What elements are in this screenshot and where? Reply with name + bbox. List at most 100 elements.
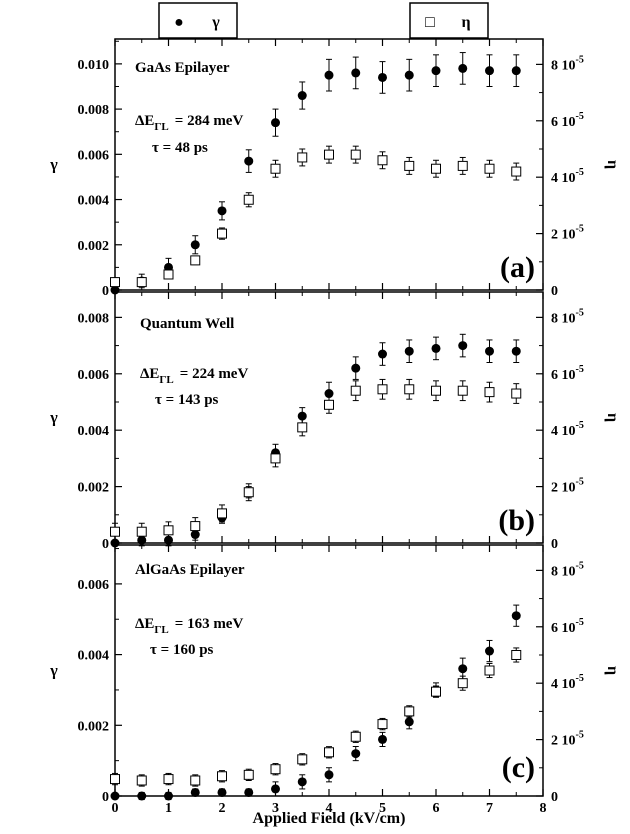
panel-c-point-gamma <box>217 787 227 797</box>
panel-a-ytick-label-right: 0 <box>551 284 558 299</box>
panel-c-point-eta <box>484 665 495 676</box>
panel-a-delta: ΔEΓL = 284 meV <box>135 113 243 133</box>
panel-a-ytick-label-left: 0.006 <box>78 148 110 163</box>
panel-a-tau: τ = 48 ps <box>152 140 208 156</box>
panel-b-point-eta <box>243 487 254 498</box>
panel-b-point-eta <box>270 453 281 464</box>
panel-a-label: (a) <box>500 251 535 284</box>
panel-a-ytick-label-right: 4 10-5 <box>551 167 584 186</box>
panel-b-ytick-label-right: 8 10-5 <box>551 307 584 326</box>
panel-b-point-eta <box>190 521 201 532</box>
panel-c-point-gamma <box>244 787 254 797</box>
panel-c-point-gamma <box>110 791 120 801</box>
panel-b-point-eta <box>324 399 334 410</box>
x-tick-label: 0 <box>112 801 119 816</box>
panel-c-point-eta <box>243 769 254 780</box>
panel-a-point-gamma <box>404 70 414 80</box>
panel-a-point-eta <box>270 163 281 174</box>
panel-a-point-gamma <box>485 66 494 76</box>
panel-a-ylabel-left: γ <box>49 157 58 174</box>
panel-b-point-gamma <box>458 341 468 351</box>
panel-b-point-eta <box>297 422 308 433</box>
x-tick-label: 3 <box>272 801 279 816</box>
x-tick-label: 8 <box>540 801 547 816</box>
panel-c-point-eta <box>511 649 522 660</box>
panel-c-point-gamma <box>404 717 414 727</box>
panel-a-point-eta <box>431 163 441 174</box>
panel-b-point-eta <box>404 384 415 395</box>
panel-c-label: (c) <box>502 751 535 784</box>
panel-c-point-gamma <box>351 749 361 759</box>
panel-a-ytick-label-left: 0.004 <box>78 194 110 209</box>
panel-c-point-gamma <box>378 734 387 744</box>
panel-a-point-eta <box>484 163 495 174</box>
panel-c-point-eta <box>217 771 227 782</box>
panel-b-ytick-label-left: 0 <box>102 537 109 552</box>
legend-label-eta: η <box>461 14 470 31</box>
panel-b-point-eta <box>457 385 468 396</box>
panel-b-point-eta <box>217 508 227 519</box>
panel-c-point-gamma <box>164 791 173 801</box>
panel-c-point-gamma <box>511 611 521 621</box>
panel-b-ylabel-right: η <box>604 413 621 422</box>
panel-b-ytick-label-left: 0.002 <box>78 481 110 496</box>
panel-a-point-gamma <box>244 156 254 166</box>
panel-a-point-eta <box>377 155 388 166</box>
legend-box-gamma <box>158 2 238 39</box>
panel-a-point-eta <box>190 255 201 266</box>
panel-b-ylabel-left: γ <box>49 410 58 427</box>
panel-c-point-gamma <box>324 770 334 780</box>
panel-a-ytick-label-left: 0.008 <box>78 103 110 118</box>
panel-a-point-eta <box>110 277 120 288</box>
panel-c-tau: τ = 160 ps <box>150 642 214 658</box>
panel-c-point-gamma <box>190 787 200 797</box>
panel-c-point-eta <box>350 731 361 742</box>
panel-a-point-eta <box>163 269 174 280</box>
x-tick-label: 6 <box>433 801 440 816</box>
panel-a-ytick-label-right: 8 10-5 <box>551 54 584 73</box>
panel-a-ytick-label-right: 6 10-5 <box>551 111 584 130</box>
panel-b-point-gamma <box>485 346 494 356</box>
panel-c-point-eta <box>270 764 281 775</box>
panel-b-label: (b) <box>498 504 535 537</box>
panel-c-point-gamma <box>137 791 147 801</box>
panel-b-delta: ΔEΓL = 224 meV <box>140 366 248 386</box>
panel-b-point-gamma <box>164 535 173 545</box>
panel-b-ytick-label-right: 2 10-5 <box>551 477 584 496</box>
panel-c-point-gamma <box>485 646 494 656</box>
panel-b-point-eta <box>136 526 147 537</box>
panel-b-point-eta <box>484 387 495 398</box>
panel-c: AlGaAs Epilayer ΔEΓL = 163 meV τ = 160 ps… <box>49 544 621 805</box>
panel-a-point-eta <box>297 152 308 163</box>
panel-b-point-gamma <box>378 349 387 359</box>
panel-c-point-eta <box>457 678 468 689</box>
panel-a-point-gamma <box>217 206 227 216</box>
x-tick-label: 7 <box>486 801 493 816</box>
panel-a-point-eta <box>404 160 415 171</box>
panel-b-point-gamma <box>351 363 361 373</box>
panel-c-point-eta <box>110 774 120 785</box>
panel-b-tau: τ = 143 ps <box>155 392 219 408</box>
panel-a-point-eta <box>457 160 468 171</box>
panel-b-point-eta <box>350 385 361 396</box>
panel-b-ytick-label-right: 0 <box>551 537 558 552</box>
panel-b-point-gamma <box>324 389 334 399</box>
panel-a-point-eta <box>243 194 254 205</box>
panel-a-ylabel-right: η <box>604 160 621 169</box>
panel-c-ytick-label-right: 8 10-5 <box>551 560 584 579</box>
panel-a-point-gamma <box>297 91 307 101</box>
panel-c-ytick-label-right: 0 <box>551 790 558 805</box>
panel-b-ytick-label-left: 0.006 <box>78 368 110 383</box>
panel-c-ytick-label-right: 2 10-5 <box>551 730 584 749</box>
panel-b-ytick-label-left: 0.008 <box>78 311 110 326</box>
panel-b-point-eta <box>511 388 522 399</box>
panel-c-point-eta <box>324 747 334 758</box>
panel-b: Quantum Well ΔEΓL = 224 meV τ = 143 ps (b… <box>49 291 621 552</box>
x-axis-title: Applied Field (kV/cm) <box>253 810 406 827</box>
panel-a: GaAs Epilayer ΔEΓL = 284 meV τ = 48 ps (a… <box>49 38 621 299</box>
panel-a-ytick-label-left: 0 <box>102 284 109 299</box>
panel-a-point-eta <box>324 149 334 160</box>
panel-a-ytick-label-right: 2 10-5 <box>551 224 584 243</box>
